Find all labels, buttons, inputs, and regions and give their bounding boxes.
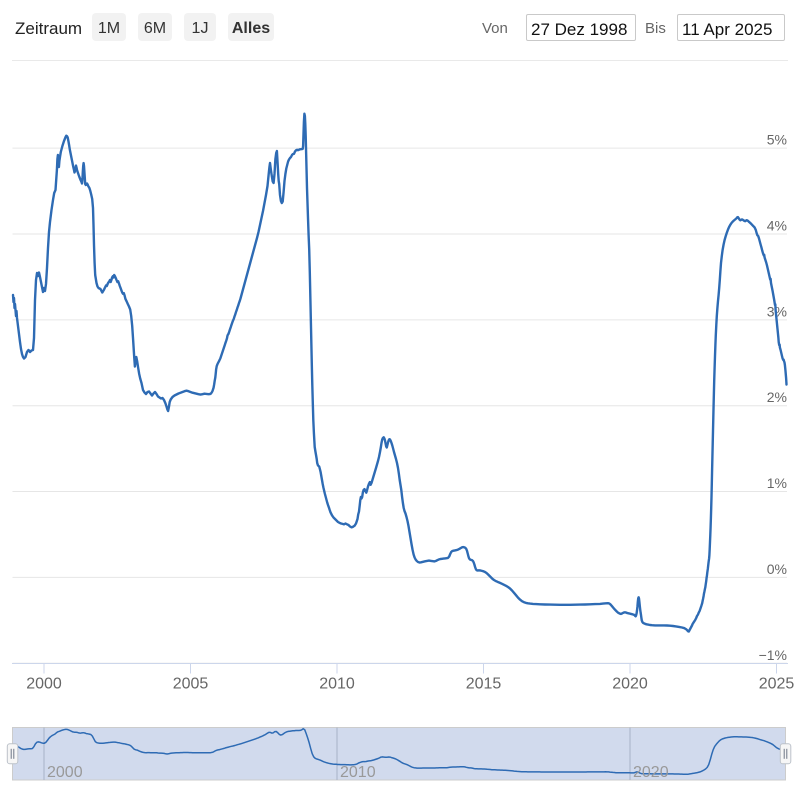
svg-text:2005: 2005 — [173, 676, 209, 693]
svg-text:2020: 2020 — [612, 676, 648, 693]
svg-text:4%: 4% — [767, 218, 787, 234]
svg-text:2020: 2020 — [633, 764, 669, 781]
svg-text:2000: 2000 — [47, 764, 83, 781]
svg-text:2010: 2010 — [319, 676, 355, 693]
svg-text:5%: 5% — [767, 132, 787, 148]
svg-text:2000: 2000 — [26, 676, 62, 693]
svg-text:−1%: −1% — [759, 647, 787, 663]
svg-text:0%: 0% — [767, 561, 787, 577]
svg-text:2015: 2015 — [466, 676, 502, 693]
svg-text:2025: 2025 — [759, 676, 795, 693]
svg-text:1%: 1% — [767, 475, 787, 491]
svg-text:2010: 2010 — [340, 764, 376, 781]
svg-text:2%: 2% — [767, 389, 787, 405]
